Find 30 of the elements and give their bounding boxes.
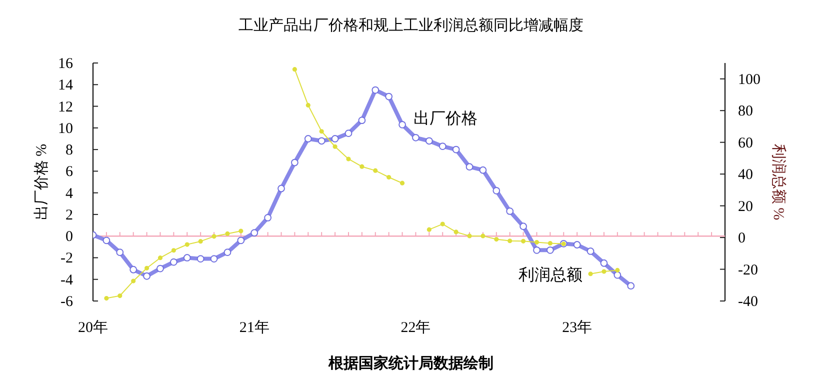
y-axis-title: 出厂价格 %	[33, 144, 50, 220]
y-tick-label: 0	[66, 229, 73, 246]
y-tick-label: -6	[60, 294, 74, 310]
y2-tick-label: 20	[738, 198, 753, 215]
y-tick-label: 8	[66, 142, 73, 159]
y2-tick-label: -40	[738, 294, 758, 310]
x-tick-label: 22年	[400, 319, 431, 336]
y2-axis-title: 利润总额 %	[770, 144, 787, 220]
y2-tick-label: -20	[738, 262, 758, 278]
y-tick-label: 12	[58, 99, 73, 116]
x-tick-label: 23年	[562, 319, 592, 336]
y2-tick-label: 0	[738, 230, 746, 247]
series-label: 利润总额	[518, 266, 583, 284]
y2-tick-label: 40	[738, 167, 753, 184]
y-tick-label: 4	[66, 186, 74, 202]
y-tick-label: 16	[58, 56, 74, 72]
y2-tick-label: 60	[738, 135, 753, 152]
x-tick-label: 21年	[239, 319, 270, 336]
y-tick-label: 10	[58, 120, 73, 137]
y-tick-label: 2	[66, 207, 73, 224]
y-tick-label: -2	[60, 250, 73, 267]
chart-title: 工业产品出厂价格和规上工业利润总额同比增减幅度	[238, 17, 584, 34]
series-label: 出厂价格	[414, 110, 478, 128]
y2-tick-label: 80	[738, 104, 753, 120]
x-axis-title: 根据国家统计局数据绘制	[328, 354, 494, 372]
y-tick-label: 14	[58, 78, 74, 94]
y2-tick-label: 100	[738, 72, 760, 88]
y-tick-label: 6	[66, 164, 74, 180]
y-tick-label: -4	[60, 272, 74, 288]
x-tick-label: 20年	[78, 319, 108, 336]
